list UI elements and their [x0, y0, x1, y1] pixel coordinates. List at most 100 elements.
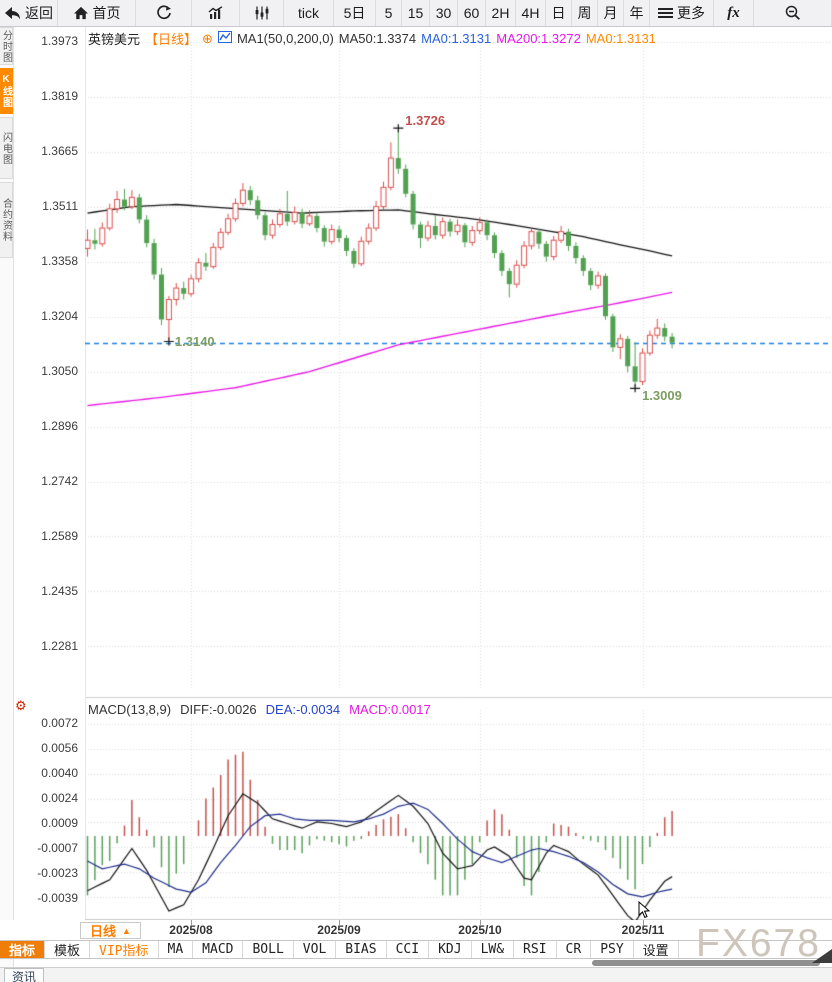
price-axis-tick: 1.3819: [41, 89, 78, 103]
toolbar-button-label: 日: [551, 5, 566, 21]
toolbar-button-back[interactable]: 返回: [0, 0, 58, 26]
toolbar-button-interval-4h[interactable]: 4H: [516, 0, 546, 26]
indicator-tab-设置[interactable]: 设置: [634, 941, 679, 959]
sidebar-item-4[interactable]: 合约资料: [0, 182, 13, 258]
macd-axis-tick: -0.0007: [37, 841, 78, 855]
toolbar-button-more[interactable]: 更多: [650, 0, 714, 26]
dropdown-arrow-icon: ▲: [122, 925, 131, 936]
macd-axis-tick: 0.0072: [41, 716, 78, 730]
line-chart-icon[interactable]: [217, 31, 232, 46]
chart-header: 英镑美元 【日线】 ⊕ MA1(50,0,200,0) MA50:1.3374 …: [88, 29, 656, 48]
toolbar-button-home[interactable]: 首页: [58, 0, 136, 26]
horizontal-scrollbar[interactable]: [592, 960, 820, 966]
sidebar-item-1[interactable]: 分时图: [0, 27, 13, 65]
toolbar-button-bar-chart[interactable]: [192, 0, 240, 26]
x-axis-tick: [191, 920, 192, 925]
toolbar-button-label: 2H: [491, 5, 510, 21]
toolbar-button-kline[interactable]: [240, 0, 284, 26]
indicator-tab-RSI[interactable]: RSI: [514, 941, 557, 958]
toolbar-button-label: 返回: [25, 5, 53, 21]
toolbar-button-interval-5[interactable]: 5: [376, 0, 402, 26]
toolbar-button-interval-60[interactable]: 60: [458, 0, 486, 26]
indicator-tab-BOLL[interactable]: BOLL: [243, 941, 294, 958]
toolbar-button-label: 首页: [92, 5, 121, 21]
toolbar-button-interval-year[interactable]: 年: [624, 0, 650, 26]
macd-axis-tick: 0.0040: [41, 766, 78, 780]
news-tab[interactable]: 资讯: [4, 968, 45, 982]
toolbar-button-label: 月: [603, 5, 618, 21]
symbol-name: 英镑美元: [88, 32, 141, 47]
toolbar-button-label: tick: [298, 5, 319, 21]
timeframe-label: 【日线】: [145, 32, 198, 47]
bar-chart-icon: [208, 6, 224, 20]
price-axis-tick: 1.3204: [41, 309, 78, 323]
indicator-tab-模板[interactable]: 模板: [45, 941, 91, 959]
toolbar-button-interval-month[interactable]: 月: [598, 0, 624, 26]
status-bar: 资讯: [0, 967, 832, 982]
macd-axis-tick: 0.0056: [41, 741, 78, 755]
price-axis-tick: 1.2742: [41, 474, 78, 488]
toolbar-button-label: 周: [577, 5, 592, 21]
toolbar-button-refresh[interactable]: [136, 0, 192, 26]
indicator-tab-VOL[interactable]: VOL: [294, 941, 337, 958]
top-toolbar: 返回 首页 tick 5日 5 15 30 60 2H 4H 日周月年 更多 fx: [0, 0, 832, 27]
toolbar-button-interval-30[interactable]: 30: [430, 0, 458, 26]
indicator-tab-LW&[interactable]: LW&: [472, 941, 515, 958]
low-price-marker-2: 1.3009: [642, 388, 682, 404]
macd-settings-icon[interactable]: ⚙: [15, 698, 27, 713]
macd-dea-value: DEA:-0.0034: [265, 702, 341, 717]
price-axis-tick: 1.3665: [41, 144, 78, 158]
low-price-marker-1: 1.3140: [174, 333, 215, 349]
toolbar-button-fx[interactable]: fx: [714, 0, 754, 26]
indicator-tab-VIP指标[interactable]: VIP指标: [90, 941, 159, 959]
price-axis-tick: 1.3050: [41, 364, 78, 378]
toolbar-button-interval-week[interactable]: 周: [572, 0, 598, 26]
indicator-tab-MACD[interactable]: MACD: [193, 941, 244, 958]
watermark: FX678: [696, 922, 821, 965]
x-axis-month-label: 2025/08: [169, 923, 213, 937]
toolbar-button-range-5d[interactable]: 5日: [334, 0, 376, 26]
period-dropdown-label: 日线: [90, 924, 117, 939]
indicator-tab-bar: 指标 模板 VIP指标 MA MACD BOLL VOL BIAS CCI KDJ LW& RSI CR…: [0, 940, 832, 959]
toolbar-button-tick[interactable]: tick: [284, 0, 334, 26]
resize-corner-handle[interactable]: [812, 949, 832, 963]
price-axis-tick: 1.3358: [41, 254, 78, 268]
toolbar-button-interval-15[interactable]: 15: [402, 0, 430, 26]
left-sidebar: 分时图 K线图闪电图合约资料: [0, 27, 14, 967]
indicator-tab-指标[interactable]: 指标: [0, 941, 46, 959]
ma0-orange-value: MA0:1.3131: [585, 31, 656, 46]
indicator-tab-BIAS[interactable]: BIAS: [336, 941, 387, 958]
macd-diff-value: DIFF:-0.0026: [180, 702, 257, 717]
sidebar-item-2[interactable]: K线图: [0, 68, 13, 114]
toolbar-button-interval-2h[interactable]: 2H: [486, 0, 516, 26]
price-macd-chart-canvas[interactable]: [85, 27, 832, 920]
indicator-tab-PSY[interactable]: PSY: [591, 941, 634, 958]
add-overlay-icon[interactable]: ⊕: [202, 30, 213, 46]
indicator-tab-CR[interactable]: CR: [557, 941, 592, 958]
price-axis-tick: 1.3511: [42, 199, 78, 213]
toolbar-button-zoom-out[interactable]: [754, 0, 832, 26]
toolbar-button-interval-day[interactable]: 日: [546, 0, 572, 26]
price-axis-tick: 1.2435: [41, 584, 78, 598]
toolbar-button-label: 年: [629, 5, 644, 21]
ma200-value: MA200:1.3272: [496, 31, 581, 46]
indicator-tab-MA[interactable]: MA: [159, 941, 194, 958]
macd-axis-tick: 0.0024: [41, 791, 78, 805]
period-dropdown-button[interactable]: 日线 ▲: [80, 922, 141, 939]
sidebar-item-3[interactable]: 闪电图: [0, 117, 13, 179]
x-axis-month-label: 2025/11: [621, 923, 665, 937]
toolbar-button-label: fx: [727, 4, 740, 21]
x-axis-tick: [643, 920, 644, 925]
home-icon: [73, 6, 89, 20]
toolbar-button-label: 4H: [521, 5, 540, 21]
indicator-tab-CCI[interactable]: CCI: [387, 941, 430, 958]
indicator-tab-KDJ[interactable]: KDJ: [429, 941, 472, 958]
toolbar-button-label: 5日: [343, 5, 366, 21]
toolbar-button-label: 30: [435, 5, 452, 21]
x-axis-tick: [339, 920, 340, 925]
ma50-value: MA50:1.3374: [338, 31, 417, 46]
price-axis-tick: 1.2589: [41, 529, 78, 543]
back-icon: [4, 6, 21, 20]
ma-settings-label: MA1(50,0,200,0): [236, 31, 334, 46]
